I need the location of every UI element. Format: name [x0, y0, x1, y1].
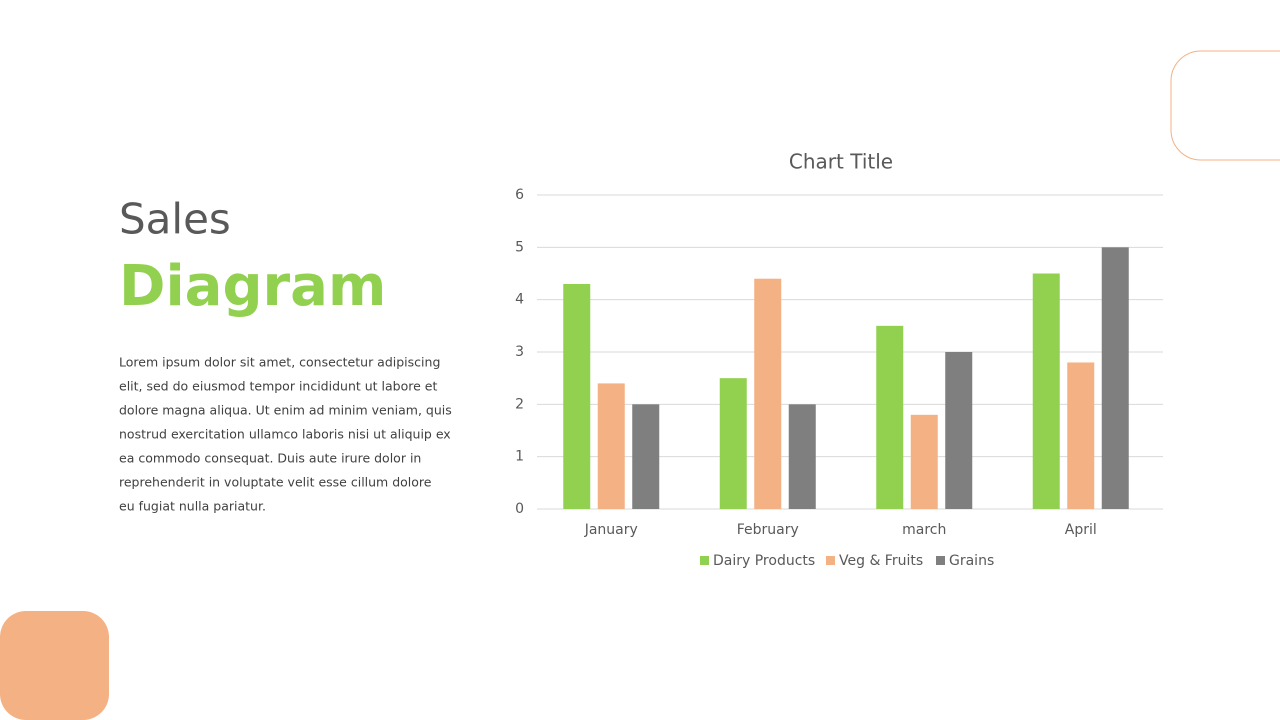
x-tick-label: February — [737, 522, 799, 538]
legend-swatch — [700, 556, 709, 565]
bar — [1067, 362, 1095, 509]
chart-title: Chart Title — [789, 150, 893, 174]
bar — [945, 352, 973, 509]
body-line: nostrud exercitation ullamco laboris nis… — [119, 427, 451, 442]
body-line: ea commodo consequat. Duis aute irure do… — [119, 451, 421, 466]
body-line: dolore magna aliqua. Ut enim ad minim ve… — [119, 403, 452, 418]
y-tick-label: 0 — [515, 501, 524, 517]
y-tick-label: 6 — [515, 187, 524, 203]
body-line: eu fugiat nulla pariatur. — [119, 499, 266, 514]
bar — [1032, 273, 1060, 509]
bar — [754, 278, 782, 509]
heading-line2: Diagram — [119, 254, 386, 319]
body-text: Lorem ipsum dolor sit amet, consectetur … — [119, 355, 452, 514]
y-tick-label: 4 — [515, 292, 524, 308]
body-line: elit, sed do eiusmod tempor incididunt u… — [119, 379, 437, 394]
bar — [632, 404, 660, 509]
legend-swatch — [826, 556, 835, 565]
heading-line1: Sales — [119, 195, 231, 244]
legend-swatch — [936, 556, 945, 565]
corner-decoration — [0, 611, 109, 720]
bar — [597, 383, 625, 509]
y-tick-label: 3 — [515, 344, 524, 360]
legend-label: Veg & Fruits — [839, 553, 923, 569]
bar — [910, 414, 938, 509]
bar — [719, 378, 747, 509]
y-tick-label: 1 — [515, 449, 524, 465]
x-tick-label: march — [902, 522, 946, 538]
bar — [563, 283, 591, 509]
legend-label: Grains — [949, 553, 994, 569]
bar — [1101, 247, 1129, 510]
y-tick-label: 2 — [515, 396, 524, 412]
legend-label: Dairy Products — [713, 553, 815, 569]
bar — [788, 404, 816, 509]
body-line: reprehenderit in voluptate velit esse ci… — [119, 475, 432, 490]
y-tick-label: 5 — [515, 239, 524, 255]
corner-decoration — [1170, 50, 1280, 161]
bar — [876, 325, 904, 509]
body-line: Lorem ipsum dolor sit amet, consectetur … — [119, 355, 440, 370]
x-tick-label: January — [584, 522, 638, 538]
x-tick-label: April — [1065, 522, 1097, 538]
